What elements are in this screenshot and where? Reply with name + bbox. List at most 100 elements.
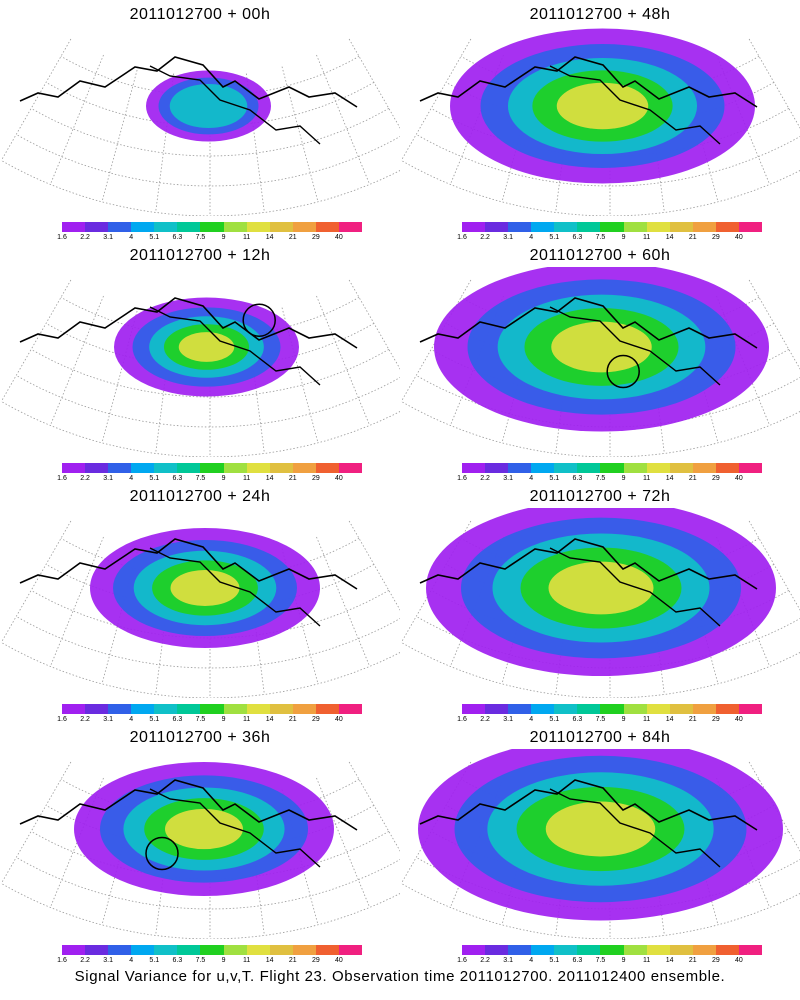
colorbar-tick-label: 7.5 — [195, 475, 206, 482]
figure-caption: Signal Variance for u,v,T. Flight 23. Ob… — [74, 968, 726, 985]
colorbar-swatch — [692, 463, 716, 473]
colorbar-ticks: 1.6 2.2 3.1 4 5.1 6.3 7.5 9 11 14 21 29 40 — [45, 957, 385, 967]
colorbar-tick-label: 29 — [711, 716, 720, 723]
variance-field — [418, 749, 783, 921]
colorbar-tick-label: 7.5 — [195, 716, 206, 723]
variance-field — [434, 267, 769, 432]
coastline — [419, 297, 758, 349]
colorbar-tick-label: 9 — [621, 475, 626, 482]
colorbar-swatch — [315, 704, 339, 714]
colorbar-tick-label: 6.3 — [572, 234, 583, 241]
colorbar-swatch — [531, 945, 555, 955]
colorbar-tick-label: 2.2 — [80, 234, 90, 241]
colorbar-tick-label: 1.6 — [57, 234, 67, 241]
colorbar — [462, 463, 763, 473]
colorbar-tick-label: 40 — [335, 475, 343, 482]
colorbar-swatch — [623, 704, 647, 714]
colorbar-swatch — [738, 704, 763, 714]
colorbar-tick-label: 11 — [242, 957, 251, 964]
colorbar-tick-label: 2.2 — [480, 716, 490, 723]
colorbar-swatch — [623, 222, 647, 232]
colorbar-tick-label: 9 — [621, 716, 626, 723]
colorbar-tick-label: 1.6 — [457, 716, 467, 723]
colorbar-tick-label: 4 — [129, 234, 134, 241]
polar-map — [400, 28, 800, 216]
colorbar-swatch — [715, 704, 739, 714]
colorbar-tick-label: 21 — [288, 475, 297, 482]
colorbar-tick-label: 3.1 — [503, 475, 514, 482]
colorbar-tick-label: 9 — [221, 234, 226, 241]
colorbar-swatch — [577, 704, 601, 714]
colorbar-swatch — [646, 945, 670, 955]
colorbar-tick-label: 14 — [265, 475, 274, 482]
map-panel: 2011012700 + 12h 1.6 2.2 3.1 4 5.1 6.3 7.5 9 11 14… — [0, 241, 400, 482]
colorbar-swatch — [531, 704, 555, 714]
colorbar-tick-label: 3.1 — [503, 957, 514, 964]
colorbar-swatch — [177, 945, 201, 955]
colorbar-tick-label: 5.1 — [549, 716, 560, 723]
colorbar-tick-label: 2.2 — [80, 716, 90, 723]
colorbar-tick-label: 11 — [642, 716, 651, 723]
colorbar-swatch — [223, 945, 247, 955]
colorbar-tick-label: 29 — [711, 475, 720, 482]
colorbar-swatch — [646, 704, 670, 714]
colorbar-swatch — [246, 222, 270, 232]
colorbar-swatch — [715, 222, 739, 232]
colorbar-tick-label: 2.2 — [480, 957, 490, 964]
colorbar-ticks: 1.6 2.2 3.1 4 5.1 6.3 7.5 9 11 14 21 29 40 — [445, 234, 785, 244]
colorbar-tick-label: 29 — [311, 234, 320, 241]
coastline — [19, 56, 358, 108]
colorbar-swatch — [738, 945, 763, 955]
variance-field — [146, 70, 271, 142]
map-panel: 2011012700 + 00h 1.6 2.2 3.1 4 5.1 6.3 7.5 9 11 14… — [0, 0, 400, 241]
colorbar-swatch — [85, 704, 109, 714]
colorbar-swatch — [692, 945, 716, 955]
colorbar-swatch — [462, 945, 486, 955]
colorbar-swatch — [338, 463, 363, 473]
colorbar-swatch — [108, 704, 132, 714]
colorbar-tick-label: 3.1 — [503, 716, 514, 723]
colorbar-swatch — [269, 463, 293, 473]
colorbar-tick-label: 40 — [335, 716, 343, 723]
colorbar-swatch — [108, 463, 132, 473]
map-panel: 2011012700 + 60h 1.6 2.2 3.1 4 5.1 6.3 7.5 9 11 14… — [400, 241, 800, 482]
colorbar-swatch — [154, 463, 178, 473]
colorbar-swatch — [223, 704, 247, 714]
colorbar-swatch — [600, 463, 624, 473]
coastline — [419, 538, 758, 590]
colorbar-swatch — [715, 945, 739, 955]
colorbar-tick-label: 6.3 — [172, 957, 183, 964]
colorbar-tick-label: 29 — [711, 957, 720, 964]
colorbar-tick-label: 6.3 — [572, 716, 583, 723]
colorbar-tick-label: 6.3 — [172, 716, 183, 723]
colorbar-swatch — [154, 222, 178, 232]
polar-map — [0, 520, 400, 698]
colorbar-tick-label: 21 — [288, 957, 297, 964]
colorbar-tick-label: 7.5 — [595, 234, 606, 241]
colorbar-swatch — [200, 463, 224, 473]
colorbar-tick-label: 14 — [665, 716, 674, 723]
colorbar-swatch — [715, 463, 739, 473]
colorbar-swatch — [131, 945, 155, 955]
colorbar-tick-label: 40 — [735, 716, 743, 723]
polar-map — [400, 508, 800, 698]
colorbar-tick-label: 3.1 — [103, 234, 114, 241]
colorbar-tick-label: 5.1 — [149, 234, 160, 241]
colorbar-swatch — [577, 463, 601, 473]
colorbar-swatch — [200, 945, 224, 955]
colorbar-swatch — [223, 222, 247, 232]
variance-field — [90, 528, 320, 648]
map-panel: 2011012700 + 72h 1.6 2.2 3.1 4 5.1 6.3 7.5 9 11 14… — [400, 482, 800, 723]
colorbar-swatch — [554, 704, 578, 714]
colorbar-swatch — [62, 704, 86, 714]
colorbar-tick-label: 40 — [735, 234, 743, 241]
colorbar-tick-label: 29 — [311, 957, 320, 964]
colorbar-tick-label: 40 — [735, 475, 743, 482]
coastline — [419, 779, 758, 831]
colorbar-tick-label: 5.1 — [549, 234, 560, 241]
colorbar-tick-label: 21 — [688, 716, 697, 723]
colorbar-tick-label: 29 — [311, 475, 320, 482]
panel-title: 2011012700 + 12h — [129, 247, 271, 264]
observation-circle — [606, 354, 640, 389]
variance-field — [74, 762, 334, 896]
